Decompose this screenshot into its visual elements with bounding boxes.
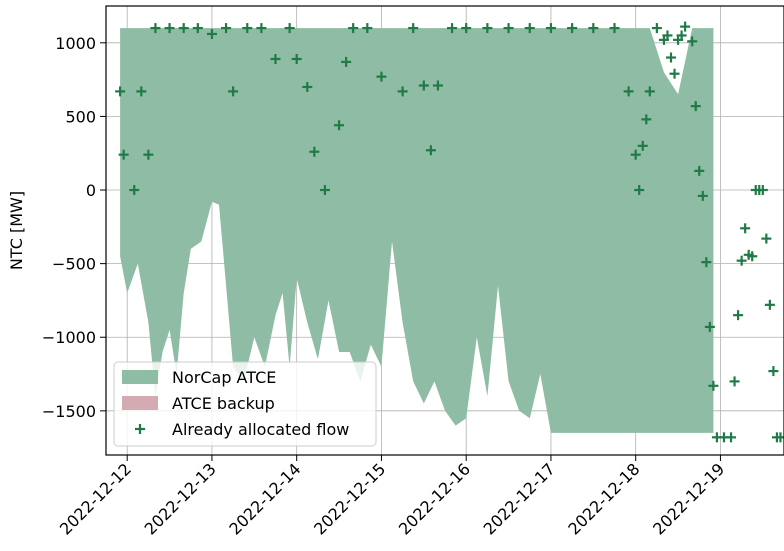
scatter-point — [228, 86, 239, 97]
scatter-point — [708, 380, 719, 391]
scatter-point — [764, 299, 775, 310]
legend-swatch — [122, 396, 158, 410]
area-bands — [120, 28, 714, 433]
y-axis: 1000 500 0 −500 −1000 −1500 — [42, 34, 106, 421]
scatter-point — [768, 366, 779, 377]
scatter-point — [143, 149, 154, 160]
scatter-point — [701, 257, 712, 268]
y-tick-label: 500 — [65, 107, 96, 126]
y-tick-label: −1500 — [42, 402, 96, 421]
scatter-point — [524, 23, 535, 34]
legend-box — [113, 361, 377, 447]
y-tick-label: −1000 — [42, 328, 96, 347]
scatter-point — [319, 185, 330, 196]
scatter-point — [704, 321, 715, 332]
scatter-point — [623, 86, 634, 97]
scatter-point — [687, 36, 698, 47]
scatter-point — [651, 23, 662, 34]
scatter-point — [447, 23, 458, 34]
scatter-point — [432, 80, 443, 91]
scatter-point — [726, 432, 737, 443]
scatter-point — [733, 310, 744, 321]
legend: NorCap ATCE ATCE backup Already allocated … — [113, 361, 377, 447]
scatter-point — [545, 23, 556, 34]
scatter-point — [637, 140, 648, 151]
scatter-point — [164, 23, 175, 34]
scatter-point — [690, 101, 701, 112]
legend-label: Already allocated flow — [172, 420, 349, 439]
scatter-point — [676, 30, 687, 41]
scatter-point — [630, 149, 641, 160]
scatter-point — [669, 68, 680, 79]
scatter-point — [129, 185, 140, 196]
scatter-point — [482, 23, 493, 34]
legend-item: NorCap ATCE — [122, 368, 276, 387]
scatter-point — [192, 23, 203, 34]
series-band — [120, 28, 714, 433]
legend-label: ATCE backup — [172, 394, 275, 413]
y-tick-label: 0 — [86, 181, 96, 200]
scatter-point — [666, 52, 676, 63]
scatter-point — [757, 185, 768, 196]
scatter-point — [694, 165, 705, 176]
scatter-point — [256, 23, 267, 34]
scatter-point — [397, 86, 408, 97]
scatter-points — [115, 21, 784, 443]
scatter-point — [115, 86, 126, 97]
scatter-point — [408, 23, 419, 34]
scatter-point — [567, 23, 578, 34]
scatter-point — [136, 86, 147, 97]
scatter-point — [376, 71, 387, 82]
y-tick-label: 1000 — [55, 34, 96, 53]
scatter-point — [736, 255, 747, 266]
scatter-point — [503, 23, 514, 34]
scatter-point — [641, 114, 652, 125]
scatter-point — [425, 145, 436, 156]
scatter-point — [362, 23, 373, 34]
legend-item: Already allocated flow — [135, 420, 349, 439]
scatter-point — [206, 28, 217, 39]
scatter-point — [697, 190, 708, 201]
plot-frame — [105, 5, 784, 456]
scatter-point — [118, 149, 129, 160]
scatter-point — [634, 185, 645, 196]
legend-swatch — [122, 370, 158, 384]
scatter-point — [588, 23, 599, 34]
scatter-point — [609, 23, 620, 34]
scatter-point — [270, 53, 281, 64]
scatter-point — [740, 223, 751, 234]
scatter-point — [729, 376, 740, 387]
scatter-point — [747, 251, 758, 262]
scatter-point — [242, 23, 253, 34]
scatter-point — [662, 30, 673, 41]
scatter-point — [644, 86, 655, 97]
scatter-point — [150, 23, 161, 34]
scatter-point — [284, 23, 295, 34]
scatter-point — [221, 23, 232, 34]
scatter-point — [461, 23, 472, 34]
scatter-point — [341, 56, 352, 67]
scatter-point — [178, 23, 189, 34]
scatter-point — [418, 80, 429, 91]
y-axis-title: NTC [MW] — [7, 191, 26, 270]
scatter-point — [302, 81, 313, 92]
scatter-point — [309, 146, 320, 157]
y-tick-label: −500 — [52, 255, 96, 274]
legend-item: ATCE backup — [122, 394, 275, 413]
scatter-point — [761, 233, 772, 244]
scatter-point — [334, 120, 345, 131]
scatter-point — [348, 23, 359, 34]
scatter-point — [680, 21, 691, 32]
scatter-point — [291, 53, 302, 64]
legend-label: NorCap ATCE — [172, 368, 276, 387]
